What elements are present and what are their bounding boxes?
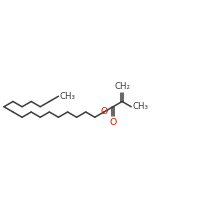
Text: O: O: [100, 108, 108, 116]
Text: CH₂: CH₂: [114, 82, 130, 91]
Text: O: O: [109, 118, 117, 127]
Text: CH₃: CH₃: [60, 92, 76, 101]
Text: CH₃: CH₃: [133, 102, 149, 111]
